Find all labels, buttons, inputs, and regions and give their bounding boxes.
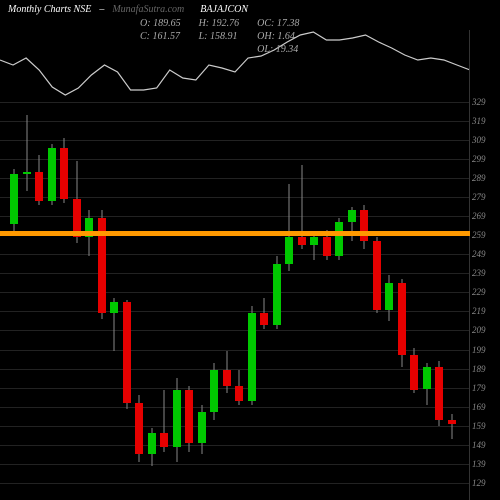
y-axis-label: 269 (472, 211, 498, 221)
gridline (0, 197, 470, 198)
candle (35, 155, 43, 205)
candlestick-chart (0, 100, 470, 500)
y-axis-label: 249 (472, 249, 498, 259)
gridline (0, 445, 470, 446)
y-axis-label: 209 (472, 325, 498, 335)
candle (410, 348, 418, 394)
candle (185, 386, 193, 453)
gridline (0, 254, 470, 255)
candle (198, 405, 206, 455)
gridline (0, 178, 470, 179)
candle (335, 218, 343, 260)
y-axis-label: 159 (472, 421, 498, 431)
gridline (0, 159, 470, 160)
candle (298, 165, 306, 249)
header-dash: – (99, 4, 104, 15)
chart-ticker: BAJAJCON (200, 4, 248, 15)
gridline (0, 216, 470, 217)
gridline (0, 483, 470, 484)
candle (285, 184, 293, 272)
y-axis-border (469, 30, 470, 500)
candle (260, 298, 268, 328)
ohlc-ol: OL: 19.34 (257, 44, 299, 55)
candle (23, 115, 31, 191)
candle (110, 298, 118, 351)
y-axis-label: 319 (472, 116, 498, 126)
y-axis-label: 199 (472, 345, 498, 355)
y-axis-label: 219 (472, 306, 498, 316)
chart-header: Monthly Charts NSE – MunafaSutra.com BAJ… (8, 4, 492, 15)
candle (248, 306, 256, 405)
y-axis-label: 299 (472, 154, 498, 164)
ohlc-l: L: 158.91 (199, 31, 240, 42)
gridline (0, 464, 470, 465)
chart-title: Monthly Charts NSE (8, 4, 91, 15)
gridline (0, 121, 470, 122)
candle (160, 390, 168, 453)
candle (273, 256, 281, 328)
candle (60, 138, 68, 203)
candle (98, 210, 106, 319)
gridline (0, 102, 470, 103)
gridline (0, 369, 470, 370)
y-axis-label: 329 (472, 97, 498, 107)
candle (135, 395, 143, 462)
y-axis-label: 139 (472, 459, 498, 469)
ohlc-o: O: 189.65 (140, 18, 181, 29)
gridline (0, 140, 470, 141)
candle (10, 169, 18, 234)
candle (385, 275, 393, 321)
ohlc-oh: OH: 1.64 (257, 31, 299, 42)
ohlc-c: C: 161.57 (140, 31, 181, 42)
candle (210, 363, 218, 420)
ohlc-h: H: 192.76 (199, 18, 240, 29)
candle (423, 363, 431, 405)
ohlc-oc: OC: 17.38 (257, 18, 299, 29)
candle (373, 237, 381, 313)
ohlc-readout: O: 189.65 H: 192.76 OC: 17.38 C: 161.57 … (140, 18, 299, 55)
y-axis-label: 169 (472, 402, 498, 412)
y-axis-label: 189 (472, 364, 498, 374)
chart-source: MunafaSutra.com (112, 4, 184, 15)
candle (148, 428, 156, 466)
candle (173, 378, 181, 462)
candle (448, 414, 456, 439)
candle (223, 351, 231, 393)
y-axis-label: 289 (472, 173, 498, 183)
y-axis-label: 229 (472, 287, 498, 297)
candle (310, 233, 318, 260)
candle (398, 279, 406, 367)
gridline (0, 273, 470, 274)
y-axis-label: 149 (472, 440, 498, 450)
candle (48, 144, 56, 205)
y-axis-label: 239 (472, 268, 498, 278)
y-axis-label: 279 (472, 192, 498, 202)
y-axis-label: 129 (472, 478, 498, 488)
candle (235, 370, 243, 404)
y-axis-label: 259 (472, 230, 498, 240)
support-line (0, 231, 470, 236)
candle (360, 205, 368, 249)
gridline (0, 407, 470, 408)
candle (123, 300, 131, 409)
y-axis-label: 309 (472, 135, 498, 145)
y-axis-label: 179 (472, 383, 498, 393)
gridline (0, 426, 470, 427)
candle (435, 361, 443, 426)
